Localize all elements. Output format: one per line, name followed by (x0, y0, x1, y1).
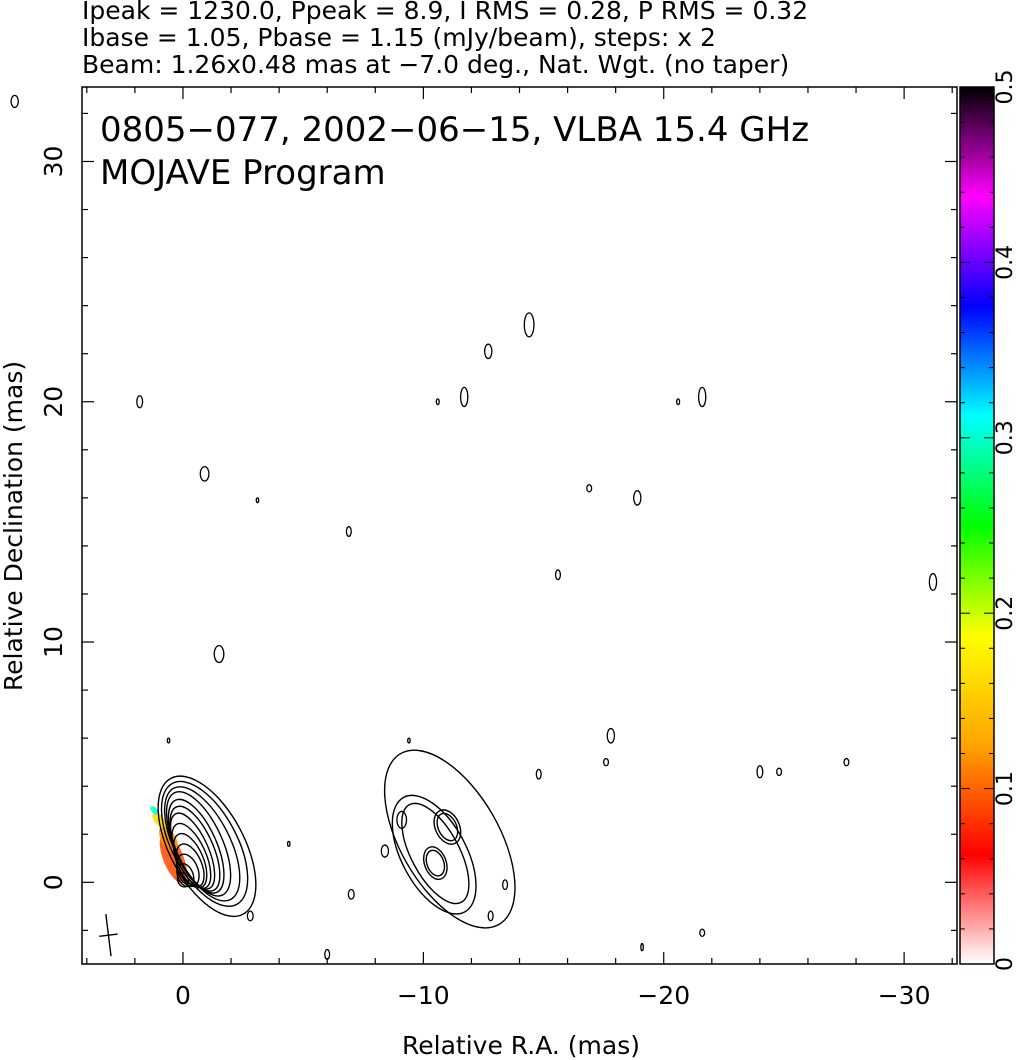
noise-contour-29 (776, 767, 783, 777)
plot-title: 0805−077, 2002−06−15, VLBA 15.4 GHz (100, 110, 809, 150)
noise-contour-7 (286, 840, 291, 847)
noise-contour-20 (554, 569, 562, 581)
x-tick-label: −20 (637, 981, 690, 1010)
y-axis-label: Relative Declination (mas) (0, 361, 28, 691)
noise-contour-1 (136, 395, 144, 409)
jet-contour-2 (383, 749, 516, 929)
noise-contour-2 (199, 465, 210, 482)
jet-contour-4 (425, 849, 446, 877)
noise-contour-17 (502, 879, 509, 891)
noise-contour-28 (756, 765, 764, 779)
noise-contour-27 (699, 928, 706, 938)
core-contour-10 (163, 786, 241, 902)
noise-contour-5 (213, 644, 225, 664)
color-wedge-border (959, 86, 995, 965)
beam-minor-axis (99, 933, 118, 937)
core-contour-5 (171, 822, 212, 889)
noise-contour-24 (633, 490, 642, 506)
noise-contour-11 (396, 810, 408, 829)
noise-contour-0 (10, 94, 19, 109)
noise-contour-23 (606, 727, 616, 744)
wedge-tick-label: 0.3 (993, 420, 1018, 455)
noise-contour-8 (246, 910, 254, 922)
noise-contour-25 (676, 398, 681, 406)
jet-contour-5 (433, 809, 462, 845)
wedge-tick-label: 0 (993, 957, 1018, 971)
core-contour-9 (165, 791, 232, 897)
header-line-2: Ibase = 1.05, Pbase = 1.15 (mJy/beam), s… (82, 23, 716, 52)
x-tick-label: −10 (397, 981, 450, 1010)
x-tick-label: 0 (175, 981, 191, 1010)
noise-contour-6 (166, 737, 171, 744)
x-tick-label: −30 (878, 981, 931, 1010)
color-wedge-fill (960, 87, 994, 964)
x-axis-label: Relative R.A. (mas) (402, 1031, 640, 1060)
plot-frame: 0 −10 −20 −30 0 10 20 30 (39, 86, 958, 1010)
noise-contour-33 (640, 942, 644, 952)
noise-contour-21 (586, 484, 593, 493)
beam-marker (99, 914, 118, 957)
contour-lines (10, 94, 938, 960)
jet-contour-6 (436, 812, 459, 842)
noise-contour-19 (535, 768, 542, 780)
noise-contour-4 (345, 526, 352, 537)
noise-contour-9 (347, 888, 355, 900)
noise-contour-3 (255, 497, 260, 504)
jet-contour-1 (391, 794, 477, 915)
noise-contour-31 (928, 572, 938, 592)
y-tick-label: 30 (39, 146, 68, 178)
noise-contour-16 (523, 312, 535, 338)
noise-contour-32 (324, 948, 331, 960)
header-line-1: Ipeak = 1230.0, Ppeak = 8.9, I RMS = 0.2… (82, 0, 808, 25)
core-contour-12 (157, 775, 257, 918)
noise-contour-13 (435, 398, 440, 406)
wedge-tick-label: 0.1 (993, 771, 1018, 806)
noise-contour-18 (487, 910, 494, 922)
noise-contour-26 (697, 386, 707, 408)
color-wedge: 0 0.1 0.2 0.3 0.4 0.5 (959, 70, 1018, 971)
noise-contour-15 (483, 343, 493, 360)
plot-subtitle: MOJAVE Program (100, 153, 386, 193)
noise-contour-10 (380, 844, 390, 858)
wedge-tick-label: 0.2 (993, 596, 1018, 631)
y-tick-label: 10 (39, 626, 68, 658)
noise-contour-12 (407, 737, 411, 744)
noise-contour-14 (459, 386, 469, 408)
noise-contour-30 (843, 757, 850, 767)
y-tick-label: 0 (39, 874, 68, 890)
noise-contour-22 (602, 757, 610, 767)
polarization-patch-3 (150, 806, 158, 815)
core-contour-11 (160, 780, 249, 907)
wedge-tick-label: 0.5 (993, 70, 1018, 105)
y-tick-label: 20 (39, 386, 68, 418)
plot-border (81, 86, 958, 965)
jet-contour-3 (422, 846, 448, 881)
header-line-3: Beam: 1.26x0.48 mas at −7.0 deg., Nat. W… (82, 50, 789, 79)
wedge-tick-label: 0.4 (993, 245, 1018, 280)
